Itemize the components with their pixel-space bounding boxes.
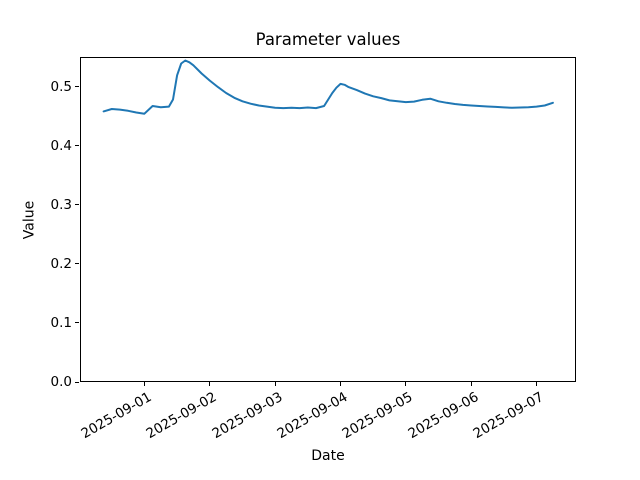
x-tick bbox=[143, 382, 145, 386]
y-axis-label: Value bbox=[21, 200, 38, 240]
y-tick-label: 0.2 bbox=[50, 255, 72, 272]
x-tick-label: 2025-09-03 bbox=[209, 389, 286, 443]
x-tick bbox=[339, 382, 341, 386]
y-tick bbox=[75, 204, 79, 206]
series-line-parameter bbox=[102, 59, 554, 115]
y-tick-label: 0.3 bbox=[50, 196, 72, 213]
y-tick-label: 0.1 bbox=[50, 314, 72, 331]
y-tick-label: 0.5 bbox=[50, 78, 72, 95]
x-tick-label: 2025-09-07 bbox=[470, 389, 547, 443]
y-tick bbox=[75, 145, 79, 147]
x-axis-label: Date bbox=[311, 448, 345, 464]
y-tick bbox=[75, 381, 79, 383]
x-tick bbox=[536, 382, 538, 386]
x-tick-label: 2025-09-02 bbox=[143, 389, 220, 443]
x-tick-label: 2025-09-04 bbox=[274, 389, 351, 443]
x-tick bbox=[209, 382, 211, 386]
x-tick bbox=[405, 382, 407, 386]
chart-canvas bbox=[102, 59, 554, 115]
y-tick-label: 0.4 bbox=[50, 137, 72, 154]
y-tick bbox=[75, 263, 79, 265]
x-tick bbox=[274, 382, 276, 386]
plot-area bbox=[80, 57, 576, 382]
chart-title: Parameter values bbox=[255, 30, 401, 49]
y-tick bbox=[75, 86, 79, 88]
x-tick-label: 2025-09-05 bbox=[339, 389, 416, 443]
y-tick bbox=[75, 322, 79, 324]
x-tick bbox=[470, 382, 472, 386]
x-tick-label: 2025-09-06 bbox=[405, 389, 482, 443]
y-tick-label: 0.0 bbox=[50, 374, 72, 390]
x-tick-label: 2025-09-01 bbox=[78, 389, 155, 443]
